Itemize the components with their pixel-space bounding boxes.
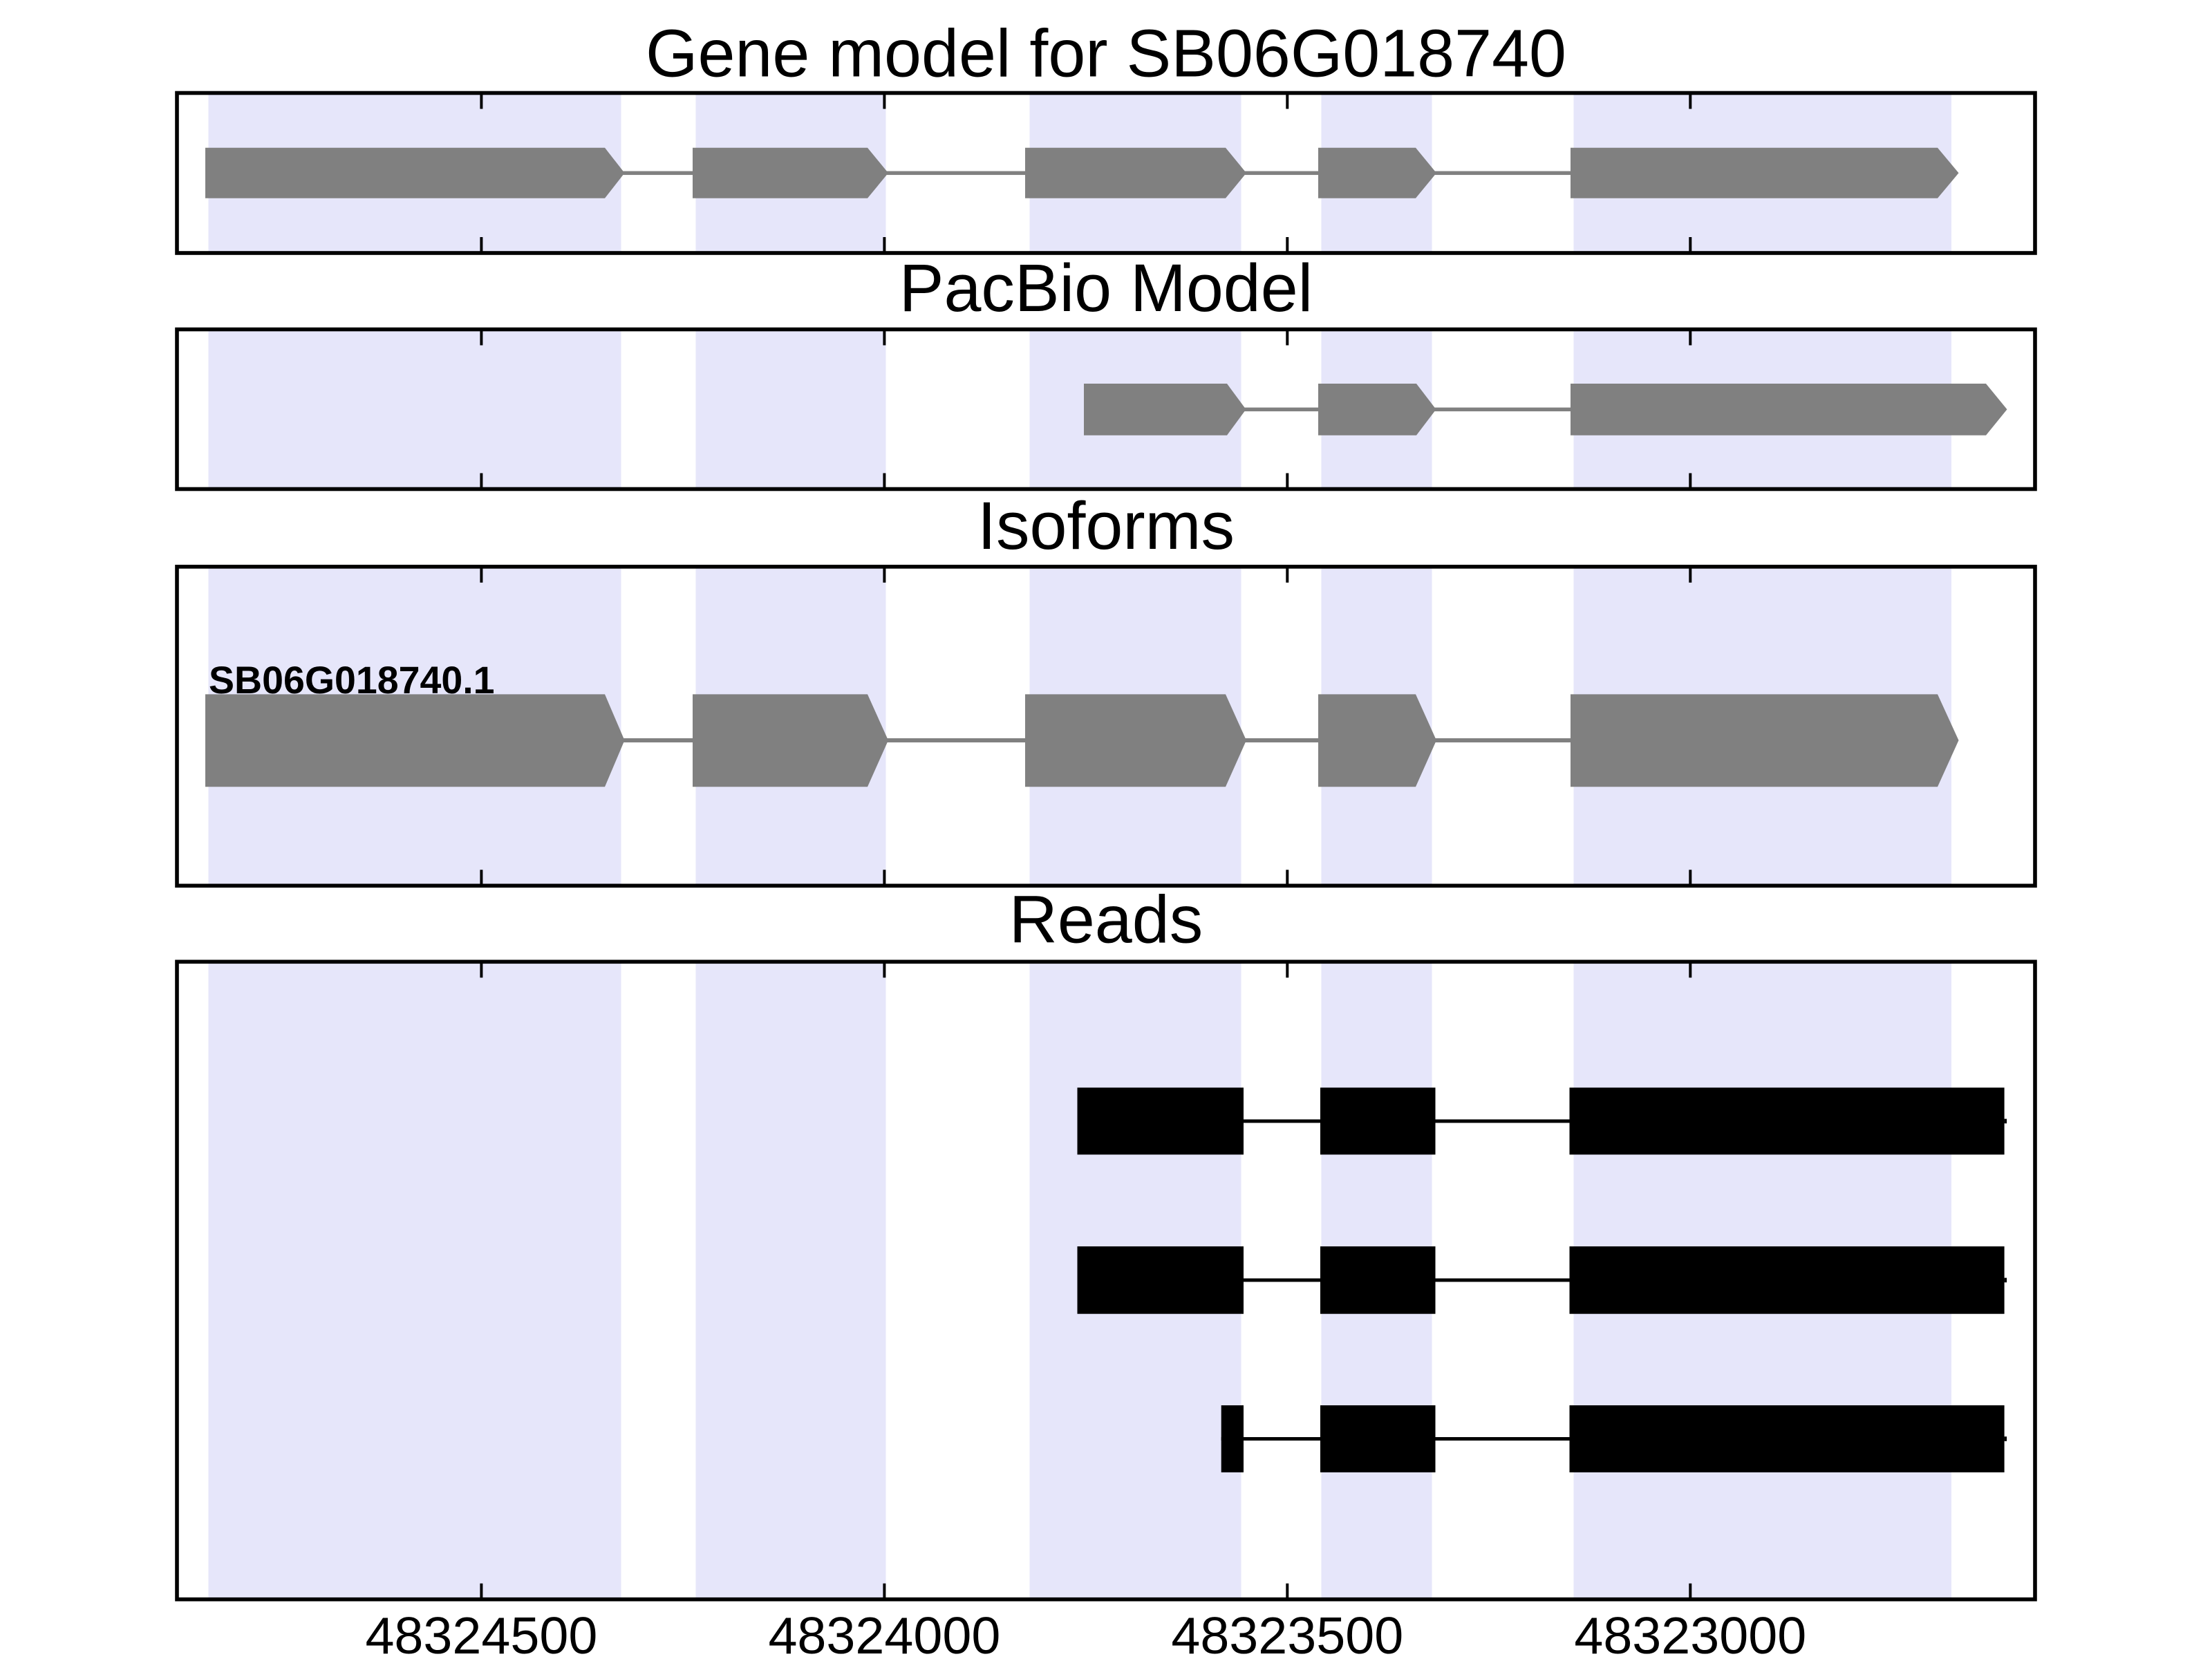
svg-text:48323000: 48323000 [1574, 1606, 1806, 1659]
svg-text:SB06G018740.1: SB06G018740.1 [209, 659, 495, 702]
svg-text:PacBio Model: PacBio Model [899, 250, 1313, 326]
svg-text:48324000: 48324000 [768, 1606, 1000, 1659]
svg-text:48323500: 48323500 [1171, 1606, 1403, 1659]
svg-text:Reads: Reads [1009, 882, 1203, 957]
svg-text:48324500: 48324500 [365, 1606, 597, 1659]
svg-text:Isoforms: Isoforms [977, 488, 1235, 563]
svg-text:Gene model for SB06G018740: Gene model for SB06G018740 [646, 16, 1566, 91]
